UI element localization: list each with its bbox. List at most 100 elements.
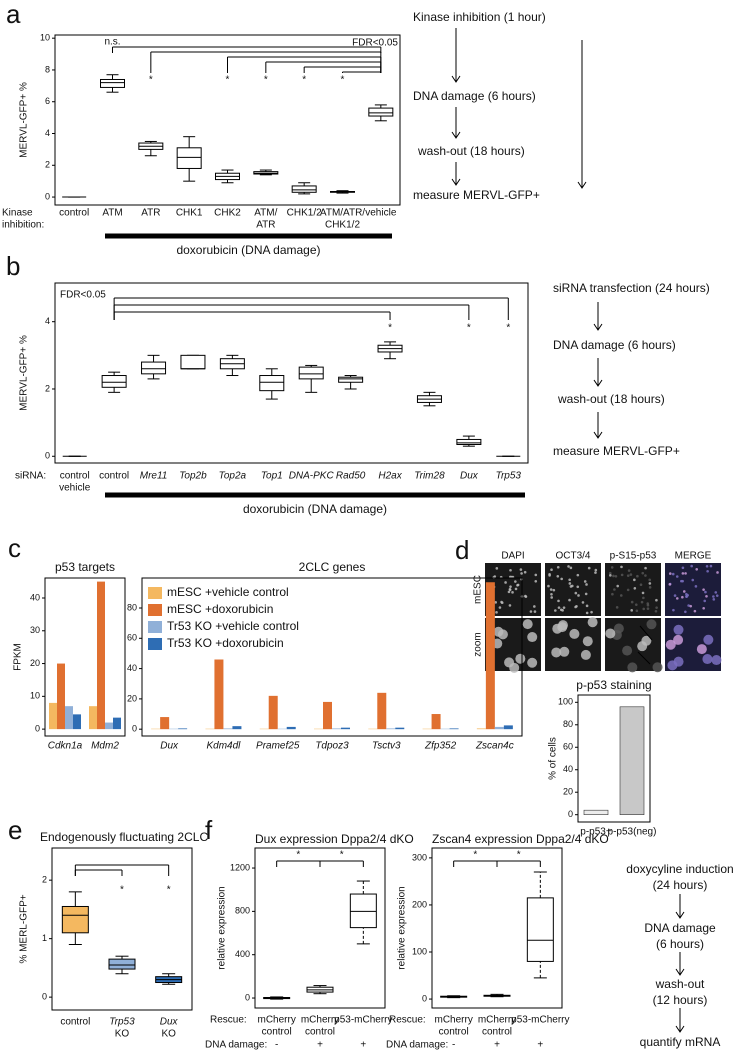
y-tick-label: 10 [30,691,40,701]
protocol-step: quantify mRNA [640,1035,721,1049]
cell [554,609,557,612]
y-tick-label: 60 [563,742,573,752]
legend-label: Tr53 KO +doxorubicin [167,636,284,650]
bar [341,727,350,730]
bar [286,726,296,730]
bar [65,706,73,730]
box [180,354,206,370]
cell [509,662,520,673]
bar [386,728,396,730]
bar [377,692,387,730]
legend-swatch [148,604,162,616]
x-tick-label: control [482,1027,512,1038]
cell [667,660,678,671]
cell [716,571,719,574]
cell [534,579,538,583]
cell [694,585,698,588]
cell [712,595,715,598]
cell [568,578,571,582]
cell [622,645,633,656]
legend-label: Tr53 KO +vehicle control [167,619,299,633]
x-tick-label: KO [161,1029,176,1040]
annotation: * [341,75,345,86]
arrow-head [593,379,603,387]
box [526,897,554,962]
cell [497,629,508,640]
x-tick-label: control [60,1017,90,1028]
protocol-step: (24 hours) [653,878,708,892]
box [298,366,324,380]
arrow-head [593,431,603,439]
annotation: * [506,323,510,334]
bar [73,714,81,730]
cell [529,610,533,613]
cell [671,572,675,576]
y-axis-label: relative expression [397,886,408,969]
x-tick-label: control [439,1027,469,1038]
legend-swatch [148,638,162,650]
cell [576,585,580,589]
cell [574,605,577,609]
cell [703,599,707,603]
cell [581,601,585,604]
pointer-arrow [639,625,653,641]
y-tick-label: 20 [30,658,40,668]
y-tick-label: 2 [45,160,50,170]
cell [682,590,686,593]
cell [504,581,507,584]
y-tick-label: 0 [35,723,40,733]
cell [654,609,658,613]
cell [702,654,713,665]
x-tick-label: mCherry [434,1015,472,1026]
x-tick-label: KO [115,1029,130,1040]
bar [449,728,459,730]
arrow-head [675,1025,685,1033]
x-tick-label: Top2b [179,471,207,482]
chart-title: p-p53 staining [576,678,651,692]
bar [214,659,224,730]
cell [584,592,588,596]
x-tick-label: ATR [141,208,160,219]
x-tick-label: Mre11 [140,471,168,482]
y-axis-label: MERVL-GFP+ % [19,335,30,411]
cell [693,609,697,613]
y-tick-label: 1 [42,933,47,943]
bar [395,727,405,730]
x-tick-label: Top2a [219,471,247,482]
y-tick-label: 80 [127,602,137,612]
x-tick-label: vehicle [365,208,397,219]
x-tick-label: Rad50 [336,471,366,482]
cell [550,568,553,571]
cell [668,572,672,575]
annotation: * [467,323,471,334]
cell [585,604,589,608]
x-tick-label: ATM/ [254,208,277,219]
x-tick-label: - [452,1040,455,1050]
cell [533,605,536,608]
x-tick-label: control [99,471,129,482]
cell [569,628,580,639]
x-tick-label: Dux [160,741,179,752]
cell [594,568,598,572]
x-tick-label: p-p53(neg) [608,827,657,838]
cell [610,566,614,569]
y-tick-label: 10 [40,33,50,43]
x-tick-label: + [317,1040,323,1050]
cell [493,575,497,578]
panel-letter: d [455,535,469,565]
protocol-step: siRNA transfection (24 hours) [553,281,710,295]
cell [715,594,719,597]
cell [630,600,634,604]
cell [687,604,690,607]
cell [680,579,683,583]
cell [696,644,707,655]
x-tick-label: p53-mCherry [334,1015,392,1026]
cell [635,609,639,613]
row-label: siRNA: [15,471,46,482]
cell [580,649,591,660]
treatment-label: doxorubicin (DNA damage) [243,502,387,516]
y-axis-label: relative expression [217,886,228,969]
cell [574,591,578,595]
cell [644,574,647,577]
row-label: Rescue: [210,1015,247,1026]
